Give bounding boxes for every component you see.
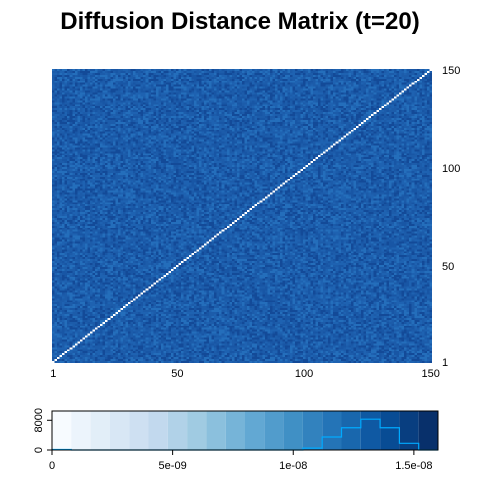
- color-key-block: [418, 411, 438, 450]
- color-key-block: [264, 411, 284, 450]
- heatmap-x-tick-label: 150: [422, 368, 440, 380]
- heatmap-y-tick-label: 50: [442, 261, 454, 273]
- color-key-x-tick-label: 1.5e-08: [395, 460, 432, 472]
- color-key-block: [283, 411, 303, 450]
- color-key-x-tick-label: 1e-08: [279, 460, 307, 472]
- color-key-block: [322, 411, 342, 450]
- color-key-x-tick-label: 5e-09: [159, 460, 187, 472]
- color-key-x-tick-label: 0: [49, 460, 55, 472]
- color-key-frame: [51, 410, 439, 451]
- color-key-y-tick-label: 0: [33, 447, 45, 453]
- heatmap-x-tick-label: 1: [50, 368, 56, 380]
- heatmap-y-tick-label: 1: [442, 357, 448, 369]
- color-key-block: [52, 411, 72, 450]
- heatmap-x-tick-label: 100: [295, 368, 313, 380]
- color-key-block: [206, 411, 226, 450]
- color-key-block: [341, 411, 361, 450]
- color-key-block: [380, 411, 400, 450]
- chart-title: Diffusion Distance Matrix (t=20): [60, 8, 420, 35]
- color-key-block: [245, 411, 265, 450]
- color-key-block: [225, 411, 245, 450]
- color-key-block: [90, 411, 110, 450]
- color-key-block: [71, 411, 91, 450]
- color-key-block: [360, 411, 381, 450]
- color-key-block: [148, 411, 168, 450]
- color-key-block: [109, 411, 130, 450]
- color-key-block: [302, 411, 323, 450]
- color-key-block: [129, 411, 149, 450]
- color-key-block: [187, 411, 207, 450]
- heatmap-y-tick-label: 150: [442, 65, 460, 77]
- color-key-block: [167, 411, 188, 450]
- color-key-block: [399, 411, 419, 450]
- color-key-y-tick-label: 8000: [33, 408, 45, 432]
- heatmap-y-tick-label: 100: [442, 163, 460, 175]
- heatmap-x-tick-label: 50: [171, 368, 183, 380]
- heatmap-cells: [52, 69, 432, 363]
